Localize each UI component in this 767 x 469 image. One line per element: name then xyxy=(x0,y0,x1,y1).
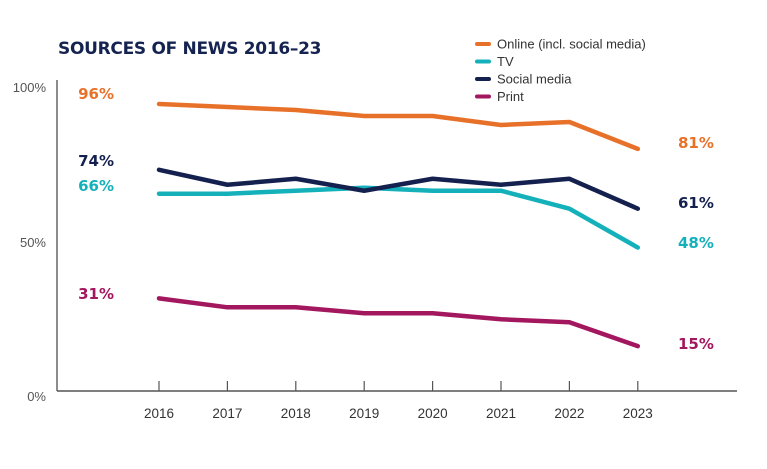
series-line-tv xyxy=(156,185,641,250)
axes xyxy=(56,80,737,392)
legend-item: Online (incl. social media) xyxy=(475,37,646,52)
y-tick-label: 100% xyxy=(13,80,47,95)
y-tick-label: 50% xyxy=(20,235,46,250)
end-value-label: 48% xyxy=(678,234,714,252)
x-ticks: 2016 2017 2018 2019 2020 2021 2022 2023 xyxy=(144,381,653,421)
start-value-label: 66% xyxy=(78,177,114,195)
x-tick-label: 2020 xyxy=(418,406,448,421)
legend-label: TV xyxy=(497,54,514,69)
end-value-label: 81% xyxy=(678,134,714,152)
start-value-label: 74% xyxy=(78,152,114,170)
data-labels: 96% 81% 66% 48% 74% 61% 31% 15% xyxy=(78,85,714,353)
legend-label: Social media xyxy=(497,72,572,87)
x-tick-label: 2023 xyxy=(623,406,653,421)
x-tick-label: 2021 xyxy=(486,406,516,421)
end-value-label: 15% xyxy=(678,335,714,353)
x-tick-label: 2019 xyxy=(349,406,379,421)
legend-item: Social media xyxy=(475,72,572,87)
start-value-label: 96% xyxy=(78,85,114,103)
y-tick-labels: 0% 50% 100% xyxy=(13,80,47,404)
start-value-label: 31% xyxy=(78,285,114,303)
end-value-label: 61% xyxy=(678,194,714,212)
legend-label: Online (incl. social media) xyxy=(497,37,646,52)
series-lines xyxy=(156,101,641,349)
series-line-online-incl-social-media xyxy=(156,101,641,152)
legend-item: TV xyxy=(475,54,514,69)
y-tick-label: 0% xyxy=(27,389,46,404)
legend-label: Print xyxy=(497,89,524,104)
chart-title: SOURCES OF NEWS 2016–23 xyxy=(58,39,321,59)
series-line-print xyxy=(156,296,641,349)
x-tick-label: 2016 xyxy=(144,406,174,421)
x-tick-label: 2018 xyxy=(281,406,311,421)
series-line-social-media xyxy=(156,167,641,211)
legend: Online (incl. social media) TV Social medi… xyxy=(475,37,646,104)
x-tick-label: 2022 xyxy=(554,406,584,421)
legend-item: Print xyxy=(475,89,524,104)
x-tick-label: 2017 xyxy=(212,406,242,421)
